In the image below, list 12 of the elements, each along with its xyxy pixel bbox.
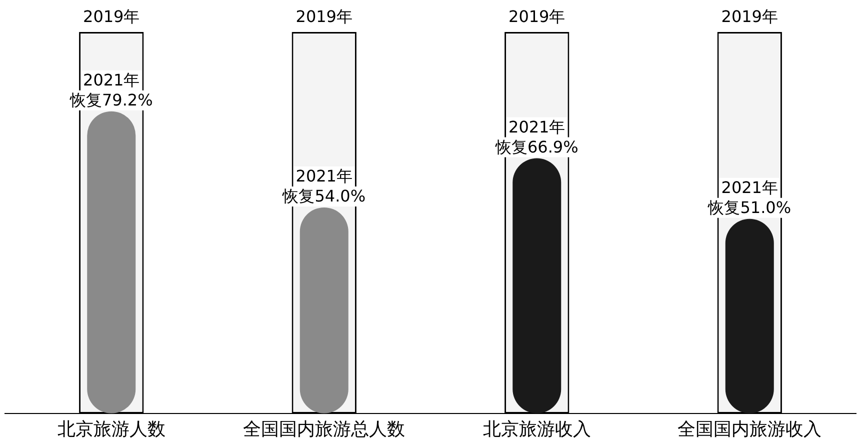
data-label: 2021年恢复51.0% — [707, 178, 792, 218]
series-label: 2019年 — [83, 7, 140, 26]
text: 2019年 — [721, 7, 778, 26]
text: 2019年 — [508, 7, 566, 26]
x-tick-label: 北京旅游人数 — [57, 418, 166, 440]
x-tick-label: 全国国内旅游收入 — [678, 418, 822, 440]
data-label: 2021年恢复79.2% — [68, 70, 153, 110]
x-tick-label: 全国国内旅游总人数 — [243, 418, 406, 440]
x-tick-label: 北京旅游收入 — [482, 418, 591, 440]
data-label: 2021年恢复54.0% — [282, 166, 366, 206]
data-label: 2021年恢复66.9% — [494, 117, 578, 156]
text: 2019年 — [296, 7, 352, 26]
